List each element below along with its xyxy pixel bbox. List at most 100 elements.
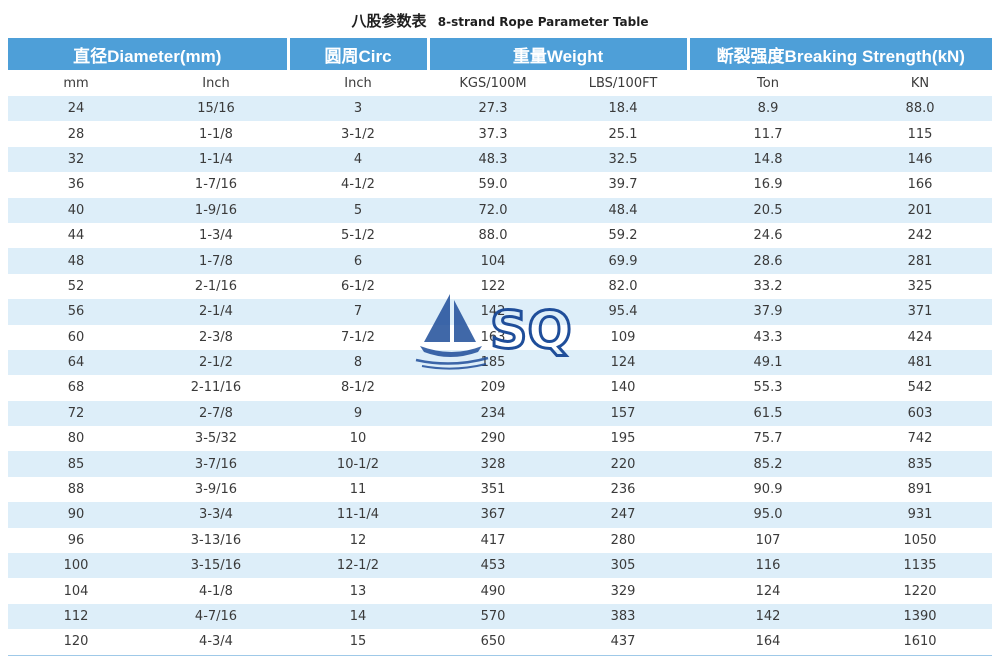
table-cell: 220 (558, 451, 689, 477)
table-cell: 5-1/2 (341, 228, 375, 244)
table-cell: 3-1/2 (341, 126, 375, 142)
table-cell: 61.5 (688, 400, 849, 427)
table-cell: 2-11/16 (190, 380, 242, 396)
unit-cell: LBS/100FT (588, 75, 658, 91)
table-cell: 64 (8, 349, 144, 376)
table-cell: 424 (907, 329, 933, 345)
table-cell: 10-1/2 (288, 451, 428, 477)
table-cell: 37.3 (478, 126, 508, 142)
table-cell: 325 (907, 278, 933, 294)
table-cell: 1610 (848, 629, 993, 656)
table-cell: 49.1 (688, 349, 849, 376)
table-cell: 142 (428, 299, 558, 325)
table-cell: 14 (288, 603, 428, 630)
table-cell: 88.0 (848, 96, 993, 122)
table-cell: 166 (907, 177, 933, 193)
table-row: 44 1-3/4 5-1/2 88.0 59.2 24.6 242 (8, 223, 992, 248)
table-cell: 124 (558, 349, 689, 376)
unit-cell: KGS/100M (459, 75, 527, 91)
header-row: 直径Diameter(mm) 圆周Circ 重量Weight 断裂强度Break… (8, 38, 993, 70)
table-cell: 4-7/16 (144, 603, 288, 630)
table-row: 36 1-7/16 4-1/2 59.0 39.7 16.9 166 (8, 172, 992, 197)
table-cell: 11-1/4 (288, 502, 428, 528)
table-cell: 1135 (848, 553, 993, 579)
table-cell: 16.9 (753, 177, 783, 193)
table-cell: 650 (428, 629, 558, 656)
table-row: 48 1-7/8 6 104 69.9 28.6 281 (8, 248, 993, 274)
table-cell: 5 (288, 197, 428, 223)
table-cell: 124 (755, 583, 781, 599)
table-cell: 120 (8, 629, 144, 656)
table-row: 56 2-1/4 7 142 95.4 37.9 371 (8, 299, 993, 325)
table-cell: 12-1/2 (288, 553, 428, 579)
table-cell: 109 (610, 329, 636, 345)
table-cell: 195 (610, 431, 636, 447)
table-cell: 542 (907, 380, 933, 396)
table-cell: 281 (848, 248, 993, 274)
table-body: mm Inch Inch KGS/100M LBS/100FT Ton KN 2… (8, 70, 993, 656)
table-cell: 88.0 (478, 228, 508, 244)
table-cell: 75.7 (753, 431, 783, 447)
table-cell: 28 (67, 126, 85, 142)
table-cell: 1390 (848, 603, 993, 630)
header-breaking-strength: 断裂强度Breaking Strength(kN) (686, 38, 993, 70)
table-row: 80 3-5/32 10 290 195 75.7 742 (8, 426, 992, 451)
table-cell: 95.0 (688, 502, 849, 528)
table-cell: 4-1/2 (341, 177, 375, 193)
table-row: 85 3-7/16 10-1/2 328 220 85.2 835 (8, 451, 993, 477)
table-cell: 835 (848, 451, 993, 477)
table-cell: 3 (288, 96, 428, 122)
table-row: 64 2-1/2 8 185 124 49.1 481 (8, 349, 993, 376)
table-row: 104 4-1/8 13 490 329 124 1220 (8, 578, 992, 603)
table-cell: 383 (558, 603, 689, 630)
table-cell: 2-1/4 (144, 299, 288, 325)
table-row: 90 3-3/4 11-1/4 367 247 95.0 931 (8, 502, 993, 528)
table-cell: 490 (480, 583, 506, 599)
table-row: 28 1-1/8 3-1/2 37.3 25.1 11.7 115 (8, 121, 992, 146)
table-cell: 25.1 (608, 126, 638, 142)
table-cell: 104 (428, 248, 558, 274)
table-cell: 82.0 (608, 278, 638, 294)
table-cell: 3-15/16 (144, 553, 288, 579)
table-row: 96 3-13/16 12 417 280 107 1050 (8, 528, 992, 553)
header-circ: 圆周Circ (286, 38, 428, 70)
table-row: 68 2-11/16 8-1/2 209 140 55.3 542 (8, 375, 992, 400)
table-row: 88 3-9/16 11 351 236 90.9 891 (8, 477, 992, 502)
table-cell: 437 (558, 629, 689, 656)
table-cell: 742 (907, 431, 933, 447)
table-cell: 4 (288, 146, 428, 173)
page-title: 八股参数表 8-strand Rope Parameter Table (0, 10, 1000, 31)
table-cell: 60 (67, 329, 85, 345)
table-cell: 570 (428, 603, 558, 630)
table-cell: 163 (480, 329, 506, 345)
table-cell: 8 (288, 349, 428, 376)
table-cell: 90 (8, 502, 144, 528)
table-cell: 328 (428, 451, 558, 477)
table-cell: 329 (610, 583, 636, 599)
table-cell: 8.9 (688, 96, 849, 122)
table-cell: 891 (907, 482, 933, 498)
table-cell: 164 (688, 629, 849, 656)
table-cell: 2-7/8 (144, 400, 288, 427)
table-cell: 115 (907, 126, 933, 142)
table-cell: 2-1/2 (144, 349, 288, 376)
table-cell: 37.9 (688, 299, 849, 325)
table-cell: 1-9/16 (144, 197, 288, 223)
table-cell: 72.0 (428, 197, 558, 223)
table-cell: 140 (610, 380, 636, 396)
table-cell: 18.4 (558, 96, 689, 122)
table-cell: 185 (428, 349, 558, 376)
table-cell: 28.6 (688, 248, 849, 274)
title-en: 8-strand Rope Parameter Table (437, 15, 649, 29)
table-cell: 32 (8, 146, 144, 173)
table-cell: 6 (288, 248, 428, 274)
table-cell: 72 (8, 400, 144, 427)
unit-cell: KN (910, 75, 930, 91)
parameter-table: 直径Diameter(mm) 圆周Circ 重量Weight 断裂强度Break… (8, 38, 993, 656)
table-cell: 14.8 (688, 146, 849, 173)
table-cell: 32.5 (558, 146, 689, 173)
table-cell: 39.7 (608, 177, 638, 193)
table-cell: 2-1/16 (194, 278, 238, 294)
table-cell: 4-3/4 (144, 629, 288, 656)
table-cell: 88 (67, 482, 85, 498)
